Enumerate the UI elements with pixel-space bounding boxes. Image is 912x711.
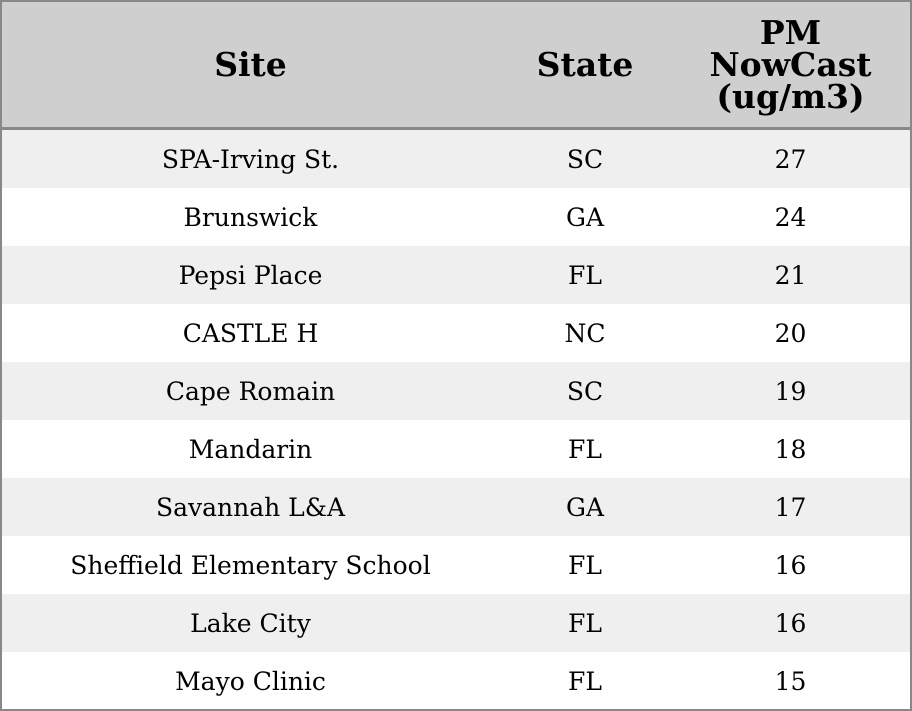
cell-site: Brunswick xyxy=(2,188,499,246)
header-pm-nowcast: PM NowCast (ug/m3) xyxy=(671,2,910,130)
cell-pm-nowcast: 20 xyxy=(671,304,910,362)
cell-site: Sheffield Elementary School xyxy=(2,536,499,594)
cell-state: NC xyxy=(499,304,671,362)
cell-pm-nowcast: 16 xyxy=(671,536,910,594)
cell-site: Mandarin xyxy=(2,420,499,478)
cell-site: Cape Romain xyxy=(2,362,499,420)
cell-pm-nowcast: 17 xyxy=(671,478,910,536)
header-state: State xyxy=(499,2,671,130)
cell-pm-nowcast: 15 xyxy=(671,652,910,709)
header-pm-line-1: PM xyxy=(759,12,822,52)
cell-state: GA xyxy=(499,478,671,536)
cell-pm-nowcast: 21 xyxy=(671,246,910,304)
cell-pm-nowcast: 27 xyxy=(671,128,910,188)
table-row: Brunswick GA 24 xyxy=(2,188,910,246)
cell-site: Mayo Clinic xyxy=(2,652,499,709)
header-site-line: Site xyxy=(214,44,287,84)
header-pm-line-2: NowCast xyxy=(709,44,872,84)
header-site: Site xyxy=(2,2,499,130)
cell-state: SC xyxy=(499,362,671,420)
table-row: Mandarin FL 18 xyxy=(2,420,910,478)
table-row: Lake City FL 16 xyxy=(2,594,910,652)
table-row: Savannah L&A GA 17 xyxy=(2,478,910,536)
table-row: Mayo Clinic FL 15 xyxy=(2,652,910,709)
cell-site: Savannah L&A xyxy=(2,478,499,536)
cell-site: CASTLE H xyxy=(2,304,499,362)
table-row: Cape Romain SC 19 xyxy=(2,362,910,420)
cell-site: Lake City xyxy=(2,594,499,652)
cell-state: FL xyxy=(499,420,671,478)
cell-state: GA xyxy=(499,188,671,246)
cell-state: FL xyxy=(499,246,671,304)
table-row: Pepsi Place FL 21 xyxy=(2,246,910,304)
table-row: SPA-Irving St. SC 27 xyxy=(2,128,910,188)
header-state-line: State xyxy=(536,44,634,84)
cell-pm-nowcast: 19 xyxy=(671,362,910,420)
cell-state: FL xyxy=(499,652,671,709)
cell-state: FL xyxy=(499,536,671,594)
cell-pm-nowcast: 18 xyxy=(671,420,910,478)
cell-site: Pepsi Place xyxy=(2,246,499,304)
header-row: Site State PM NowCast (ug/m3) xyxy=(2,2,910,130)
cell-state: FL xyxy=(499,594,671,652)
cell-pm-nowcast: 16 xyxy=(671,594,910,652)
cell-site: SPA-Irving St. xyxy=(2,128,499,188)
table-header: Site State PM NowCast (ug/m3) xyxy=(2,2,910,130)
cell-pm-nowcast: 24 xyxy=(671,188,910,246)
table-row: CASTLE H NC 20 xyxy=(2,304,910,362)
table-body: SPA-Irving St. SC 27 Brunswick GA 24 Pepsi Pla… xyxy=(2,128,910,709)
table-row: Sheffield Elementary School FL 16 xyxy=(2,536,910,594)
header-pm-line-3: (ug/m3) xyxy=(716,76,865,116)
cell-state: SC xyxy=(499,128,671,188)
